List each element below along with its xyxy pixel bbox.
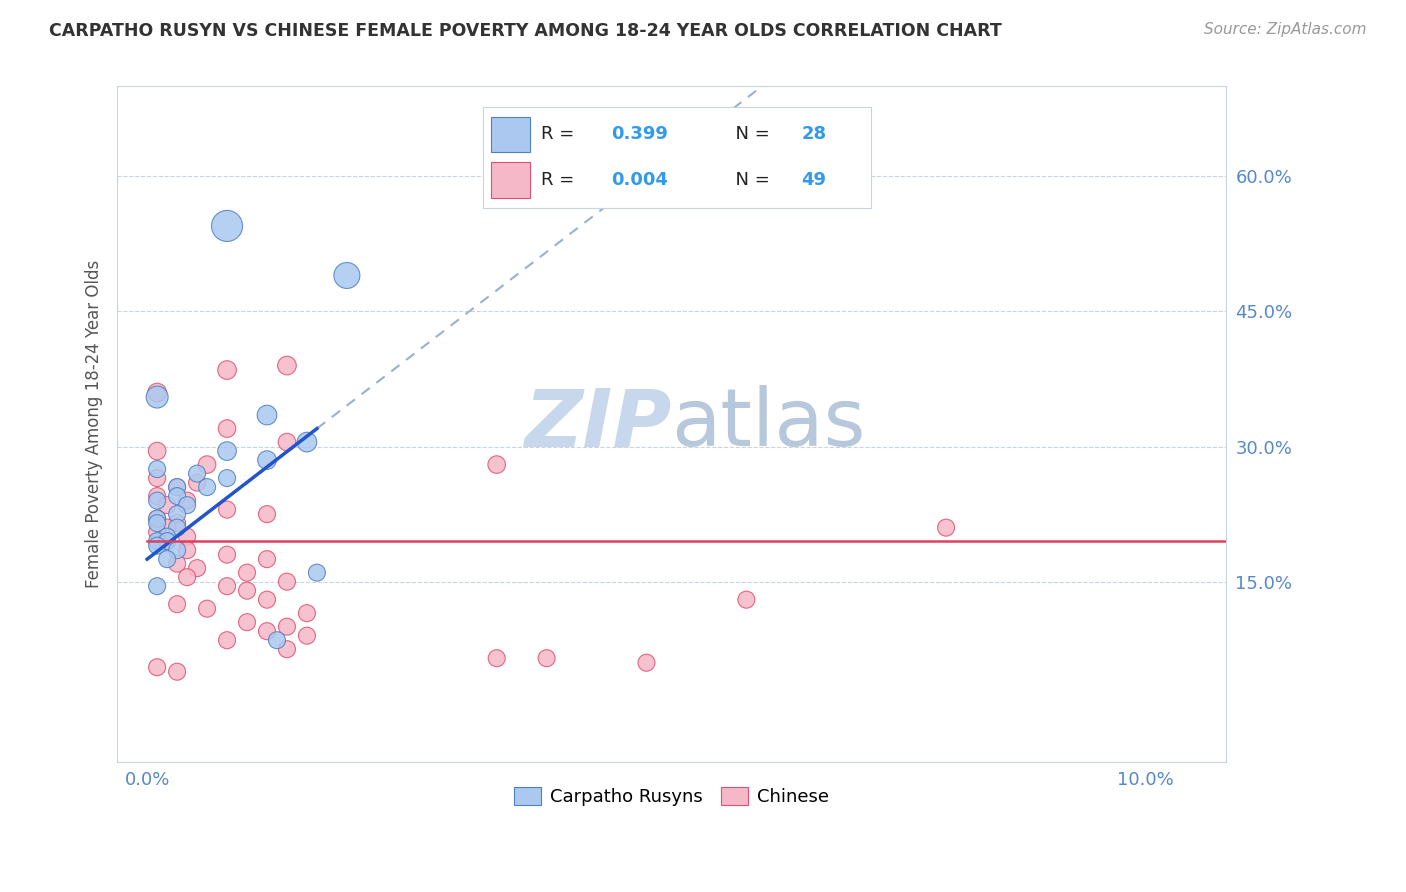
Legend: Carpatho Rusyns, Chinese: Carpatho Rusyns, Chinese [506, 780, 837, 814]
Point [146, 539, 169, 553]
Y-axis label: Female Poverty Among 18-24 Year Olds: Female Poverty Among 18-24 Year Olds [86, 260, 103, 588]
Point [735, 592, 758, 607]
Point [146, 471, 169, 485]
Point [166, 480, 188, 494]
Point [215, 548, 238, 562]
Point [146, 511, 169, 525]
Point [215, 421, 238, 435]
Point [146, 660, 169, 674]
Point [146, 444, 169, 458]
Point [195, 601, 218, 615]
Point [166, 480, 188, 494]
Point [146, 462, 169, 476]
Point [166, 557, 188, 571]
Point [276, 642, 298, 657]
Point [146, 525, 169, 540]
Point [176, 498, 198, 512]
Point [156, 552, 179, 566]
Point [215, 633, 238, 648]
Point [256, 592, 278, 607]
Point [236, 615, 259, 630]
Point [485, 651, 508, 665]
Point [305, 566, 328, 580]
Point [236, 583, 259, 598]
Point [156, 521, 179, 535]
Text: CARPATHO RUSYN VS CHINESE FEMALE POVERTY AMONG 18-24 YEAR OLDS CORRELATION CHART: CARPATHO RUSYN VS CHINESE FEMALE POVERTY… [49, 22, 1002, 40]
Point [256, 453, 278, 467]
Point [156, 534, 179, 549]
Point [176, 570, 198, 584]
Point [276, 620, 298, 634]
Point [215, 444, 238, 458]
Point [276, 574, 298, 589]
Point [156, 534, 179, 549]
Point [295, 629, 318, 643]
Point [256, 507, 278, 521]
Point [256, 408, 278, 422]
Point [176, 530, 198, 544]
Point [215, 502, 238, 516]
Point [256, 552, 278, 566]
Point [336, 268, 359, 283]
Text: atlas: atlas [672, 385, 866, 463]
Point [166, 597, 188, 611]
Text: Source: ZipAtlas.com: Source: ZipAtlas.com [1204, 22, 1367, 37]
Point [215, 579, 238, 593]
Point [636, 656, 658, 670]
Point [195, 458, 218, 472]
Point [176, 543, 198, 558]
Point [215, 471, 238, 485]
Point [935, 521, 957, 535]
Point [236, 566, 259, 580]
Point [215, 363, 238, 377]
Point [176, 493, 198, 508]
Point [276, 359, 298, 373]
Point [536, 651, 558, 665]
Point [276, 435, 298, 450]
Point [485, 458, 508, 472]
Point [186, 467, 208, 481]
Point [146, 516, 169, 530]
Point [156, 498, 179, 512]
Point [146, 534, 169, 549]
Point [195, 480, 218, 494]
Point [215, 219, 238, 233]
Point [166, 521, 188, 535]
Point [295, 435, 318, 450]
Point [146, 385, 169, 400]
Point [166, 543, 188, 558]
Point [295, 606, 318, 620]
Point [186, 561, 208, 575]
Point [146, 390, 169, 404]
Text: ZIP: ZIP [524, 385, 672, 463]
Point [166, 507, 188, 521]
Point [266, 633, 288, 648]
Point [146, 493, 169, 508]
Point [166, 516, 188, 530]
Point [146, 579, 169, 593]
Point [146, 489, 169, 503]
Point [146, 511, 169, 525]
Point [156, 530, 179, 544]
Point [256, 624, 278, 639]
Point [166, 489, 188, 503]
Point [166, 665, 188, 679]
Point [186, 475, 208, 490]
